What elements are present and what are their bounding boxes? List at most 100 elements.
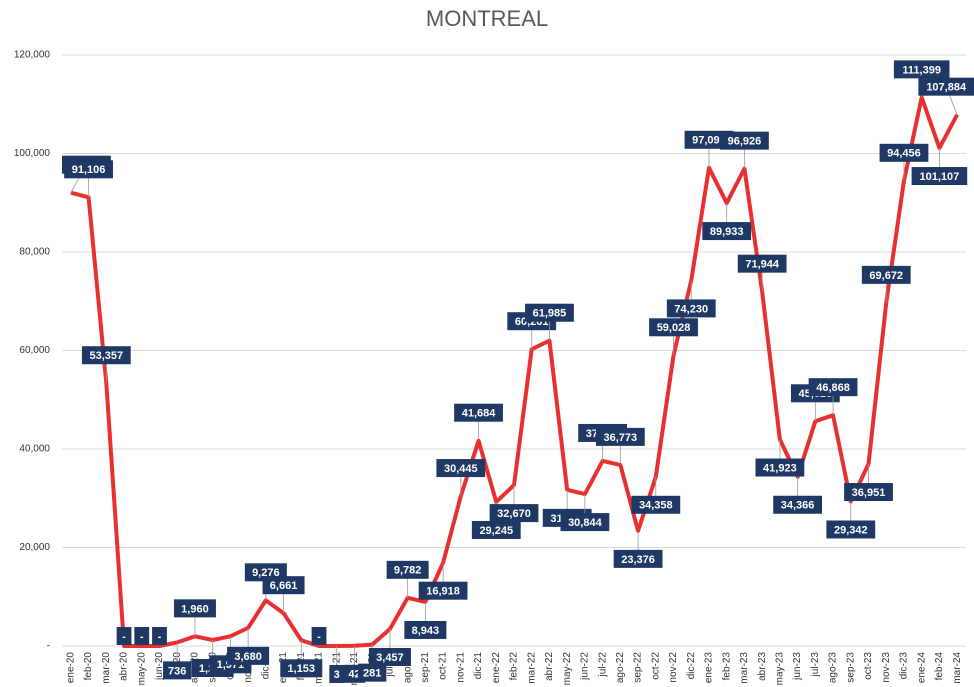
x-tick-label: ago-23: [828, 652, 839, 684]
x-tick-label: nov-21: [455, 652, 466, 683]
value-label: 30,445: [444, 463, 478, 475]
x-tick-label: dic-22: [686, 652, 697, 680]
x-tick-label: mar-23: [739, 652, 750, 684]
x-tick-label: oct-23: [863, 652, 874, 680]
value-label-box: [262, 576, 305, 595]
x-tick-label: dic-21: [473, 652, 484, 680]
x-tick-label: mar-24: [952, 652, 963, 684]
x-tick-label: jul-23: [810, 652, 821, 678]
value-label-box: [666, 299, 716, 318]
x-tick-label: ene-20: [66, 652, 77, 684]
value-label: 36,773: [604, 432, 638, 444]
value-label-box: [357, 663, 387, 682]
value-label-box: [844, 483, 893, 502]
x-tick-label: ene-23: [704, 652, 715, 684]
value-label: 53,357: [89, 350, 123, 362]
value-label: 111,399: [902, 64, 941, 76]
x-tick-label: nov-22: [668, 652, 679, 683]
y-tick-label: 80,000: [19, 247, 50, 258]
x-tick-label: may-23: [775, 652, 786, 686]
value-label: 34,358: [639, 500, 673, 512]
value-label: 34,366: [781, 500, 815, 512]
value-label-box: [893, 60, 950, 79]
value-label: 41,684: [462, 408, 497, 420]
value-label: 3,457: [376, 652, 404, 664]
y-tick-label: 100,000: [14, 148, 51, 159]
value-label-box: [861, 265, 911, 284]
value-label: -: [317, 631, 321, 643]
value-label: 89,933: [710, 226, 744, 238]
x-tick-label: abr-22: [544, 652, 555, 681]
value-label: 1,960: [181, 603, 209, 615]
x-tick-label: mar-20: [101, 652, 112, 684]
x-tick-label: may-20: [136, 652, 147, 686]
value-label-box: [163, 661, 192, 680]
value-label-box: [720, 131, 769, 150]
x-tick-label: feb-20: [83, 652, 94, 681]
value-label-box: [560, 513, 610, 532]
value-label: 3,680: [234, 651, 262, 663]
value-label: 6,661: [270, 580, 298, 592]
value-label-box: [471, 520, 521, 539]
value-label: 41,923: [763, 462, 797, 474]
value-label: -: [158, 631, 162, 643]
value-label-box: [631, 495, 681, 514]
x-tick-label: feb-24: [934, 652, 945, 681]
x-tick-label: oct-21: [438, 652, 449, 680]
x-tick-label: feb-23: [721, 652, 732, 681]
value-label-box: [227, 646, 270, 665]
value-label: 36,951: [852, 487, 886, 499]
value-label: 97,099: [692, 135, 726, 147]
value-label-box: [525, 303, 574, 322]
x-tick-label: feb-22: [509, 652, 520, 681]
x-tick-label: oct-22: [650, 652, 661, 680]
x-tick-label: nov-23: [881, 652, 892, 683]
value-label-box: [773, 495, 823, 514]
chart-title: MONTREAL: [426, 6, 548, 31]
value-label-box: [808, 378, 858, 397]
value-label-box: [81, 346, 131, 365]
value-label: 59,028: [657, 322, 691, 334]
line-series: [70, 95, 959, 648]
x-tick-label: ene-24: [916, 652, 927, 684]
value-label: -: [122, 631, 126, 643]
value-label: 69,672: [869, 270, 903, 282]
x-tick-label: mar-22: [526, 652, 537, 684]
value-label-box: [918, 77, 974, 96]
value-label: 29,342: [834, 524, 868, 536]
value-label-box: [134, 627, 150, 645]
value-label: 61,985: [533, 308, 567, 320]
value-label: -: [140, 631, 144, 643]
value-label-box: [595, 427, 645, 446]
value-label: 91,106: [72, 164, 106, 176]
y-tick-label: 60,000: [19, 345, 50, 356]
value-label: 94,456: [887, 148, 921, 160]
value-label-box: [649, 318, 698, 337]
value-label: 30,844: [568, 517, 603, 529]
value-label: 8,943: [412, 625, 440, 637]
x-tick-label: sep-21: [420, 652, 431, 683]
x-tick-label: abr-20: [119, 652, 130, 681]
x-tick-label: ene-22: [491, 652, 502, 684]
value-label-box: [116, 627, 132, 645]
value-label: 29,245: [479, 525, 513, 537]
x-tick-label: sep-22: [633, 652, 644, 683]
x-tick-label: sep-23: [845, 652, 856, 683]
value-label-box: [737, 254, 787, 273]
y-tick-label: 40,000: [19, 444, 50, 455]
x-tick-label: jun-20: [154, 652, 165, 681]
x-tick-label: dic-20: [260, 652, 271, 680]
value-label-box: [152, 627, 167, 645]
y-tick-label: 120,000: [14, 50, 51, 61]
value-label-box: [454, 403, 503, 422]
value-label-box: [64, 160, 113, 179]
value-label-box: [702, 222, 752, 241]
y-tick-label: -: [47, 641, 50, 652]
value-label-box: [404, 620, 447, 639]
x-tick-label: ago-21: [402, 652, 413, 684]
value-label-box: [280, 659, 323, 678]
x-tick-label: dic-23: [899, 652, 910, 680]
value-label-box: [436, 459, 486, 478]
x-tick-label: jun-23: [792, 652, 803, 681]
